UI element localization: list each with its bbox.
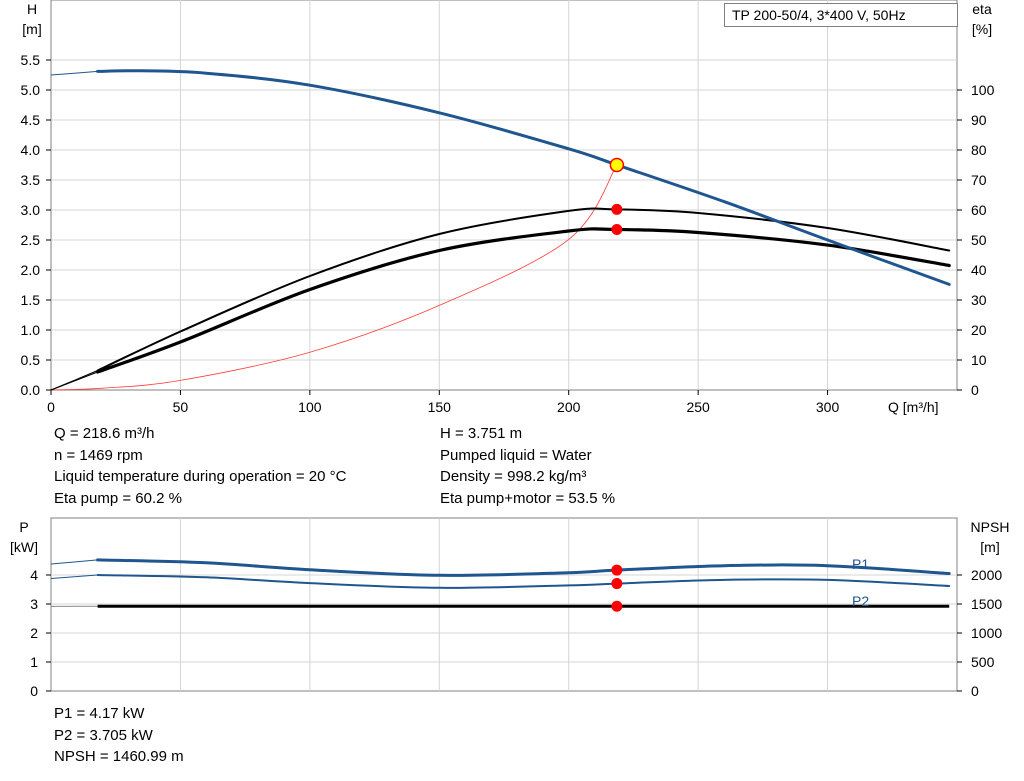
- top-y-left-tick-label: 4.0: [21, 142, 41, 158]
- top-x-tick-label: 50: [173, 399, 189, 415]
- top-grid: [50, 0, 958, 391]
- info-temperature: Liquid temperature during operation = 20…: [54, 468, 347, 485]
- top-series: [50, 69, 951, 391]
- head-curve-extension: [50, 70, 98, 76]
- bottom-series: [50, 558, 951, 612]
- h-unit-label: [m]: [22, 21, 41, 37]
- system-curve: [50, 164, 618, 391]
- h-axis-label: H: [27, 1, 37, 17]
- npsh-axis-label: NPSH: [971, 519, 1010, 535]
- bottom-y-left-tick-label: 4: [30, 567, 38, 583]
- p1-curve-label: P1: [852, 556, 869, 572]
- bottom-y-left-tick-label: 0: [30, 683, 38, 699]
- top-y-right-tick-label: 40: [971, 262, 987, 278]
- top-y-left-tick-label: 1.5: [21, 292, 41, 308]
- info-top-right: H = 3.751 m Pumped liquid = Water Densit…: [440, 423, 615, 509]
- top-y-left-tick-label: 4.5: [21, 112, 41, 128]
- top-x-tick-label: 150: [428, 399, 452, 415]
- power-point-marker: [611, 600, 623, 612]
- npsh-unit-label: [m]: [980, 539, 999, 555]
- top-y-left-tick-label: 5.0: [21, 82, 41, 98]
- eta-pump-curve: [96, 207, 951, 372]
- top-y-left-tick-label: 1.0: [21, 322, 41, 338]
- x-axis-label: Q [m³/h]: [888, 399, 939, 415]
- eta-point-marker: [611, 203, 623, 215]
- top-y-left-tick-label: 5.5: [21, 52, 41, 68]
- info-p1: P1 = 4.17 kW: [54, 705, 145, 722]
- p-axis-label: P: [19, 519, 28, 535]
- p2-curve-label: P2: [852, 593, 869, 609]
- eta-axis-label: eta: [972, 1, 992, 17]
- info-p2: P2 = 3.705 kW: [54, 726, 153, 744]
- eta-point-marker: [611, 224, 623, 235]
- info-density: Density = 998.2 kg/m³: [440, 468, 587, 485]
- top-plot-frame: [50, 0, 958, 391]
- info-speed: n = 1469 rpm: [54, 446, 143, 464]
- top-y-right-tick-label: 10: [971, 352, 987, 368]
- info-eta-pump-motor: Eta pump+motor = 53.5 %: [440, 489, 616, 507]
- top-x-tick-label: 200: [557, 399, 581, 415]
- top-y-left-tick-label: 0.0: [21, 382, 41, 398]
- pump-title-box: TP 200-50/4, 3*400 V, 50Hz: [724, 3, 958, 27]
- duty-point-marker: [609, 157, 625, 173]
- top-y-right-tick-label: 70: [971, 172, 987, 188]
- bottom-grid: [50, 517, 958, 692]
- top-y-left-tick-label: 3.0: [21, 202, 41, 218]
- eta-pump-motor-curve-extension: [50, 371, 98, 391]
- info-liquid: Pumped liquid = Water: [440, 446, 592, 464]
- info-eta-pump: Eta pump = 60.2 %: [54, 489, 182, 507]
- power-point-marker: [611, 578, 623, 590]
- top-y-left-tick-label: 2.5: [21, 232, 41, 248]
- info-npsh: NPSH = 1460.99 m: [54, 748, 184, 765]
- top-y-right-tick-label: 90: [971, 112, 987, 128]
- info-top-left: Q = 218.6 m³/h n = 1469 rpm Liquid tempe…: [54, 423, 346, 509]
- top-x-tick-label: 300: [816, 399, 840, 415]
- top-y-right-tick-label: 30: [971, 292, 987, 308]
- p1-curve: [96, 558, 951, 577]
- bottom-ticks: 0 1 2 3 4 0 500 1000 1500 2000: [30, 567, 1002, 699]
- p2-curve-extension: [50, 574, 98, 579]
- info-flow: Q = 218.6 m³/h: [54, 425, 155, 442]
- p1-curve-extension: [50, 559, 98, 565]
- bottom-y-right-tick-label: 1000: [971, 625, 1002, 641]
- eta-unit-label: [%]: [972, 21, 992, 37]
- p-unit-label: [kW]: [10, 539, 38, 555]
- info-head: H = 3.751 m: [440, 425, 523, 442]
- top-y-left-tick-label: 2.0: [21, 262, 41, 278]
- bottom-y-left-tick-label: 1: [30, 654, 38, 670]
- bottom-y-right-tick-label: 2000: [971, 567, 1002, 583]
- head-curve: [96, 69, 951, 286]
- bottom-y-right-tick-label: 500: [971, 654, 995, 670]
- top-y-right-tick-label: 60: [971, 202, 987, 218]
- bottom-y-right-tick-label: 0: [971, 683, 979, 699]
- info-bottom: P1 = 4.17 kW P2 = 3.705 kW NPSH = 1460.9…: [54, 703, 184, 768]
- bottom-y-left-tick-label: 2: [30, 625, 38, 641]
- p2-curve: [96, 574, 951, 589]
- bottom-y-left-tick-label: 3: [30, 596, 38, 612]
- top-x-tick-label: 0: [47, 399, 55, 415]
- eta-pump-motor-curve: [96, 227, 951, 374]
- top-ticks: 0 50 100 150 200 250 3000.00.51.01.52.02.53.03…: [21, 52, 995, 415]
- top-y-right-tick-label: 100: [971, 82, 995, 98]
- top-y-left-tick-label: 0.5: [21, 352, 41, 368]
- top-y-right-tick-label: 20: [971, 322, 987, 338]
- top-y-right-tick-label: 80: [971, 142, 987, 158]
- top-y-right-tick-label: 0: [971, 382, 979, 398]
- power-point-marker: [611, 564, 623, 576]
- top-y-left-tick-label: 3.5: [21, 172, 41, 188]
- top-x-tick-label: 100: [298, 399, 322, 415]
- top-y-right-tick-label: 50: [971, 232, 987, 248]
- bottom-y-right-tick-label: 1500: [971, 596, 1002, 612]
- top-x-tick-label: 250: [686, 399, 710, 415]
